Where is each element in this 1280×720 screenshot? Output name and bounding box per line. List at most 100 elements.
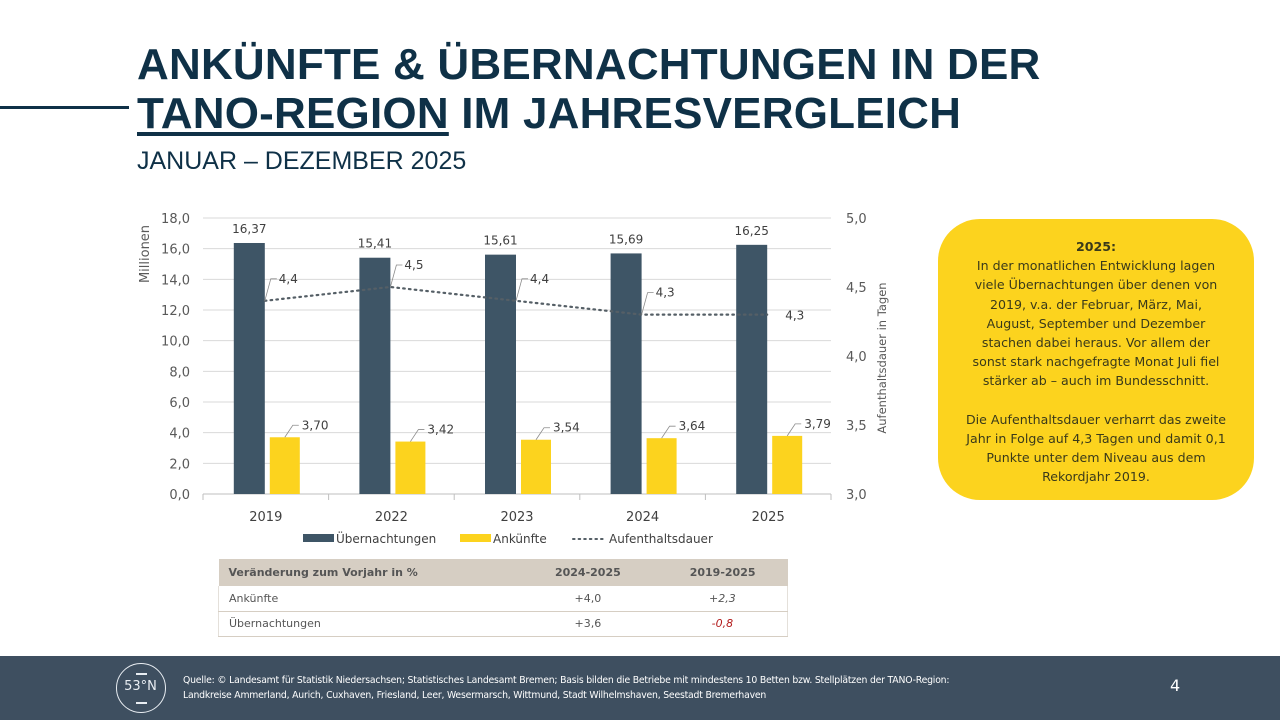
bar-uebernachtungen	[485, 254, 516, 494]
y-tick-label: 8,0	[169, 365, 190, 380]
source-line-2: Landkreise Ammerland, Aurich, Cuxhaven, …	[183, 690, 767, 701]
leader-line	[786, 423, 802, 437]
data-label-aufenthaltsdauer: 4,5	[404, 258, 423, 272]
logo-53n: 53°N	[116, 663, 166, 713]
page-title: ANKÜNFTE & ÜBERNACHTUNGEN IN DER TANO-RE…	[137, 40, 1041, 138]
callout-heading: 2025:	[1075, 239, 1117, 254]
y-tick-label: 18,0	[161, 212, 190, 227]
y-tick-label: 4,0	[169, 427, 190, 442]
combo-chart: 0,02,04,06,08,010,012,014,016,018,0 3,03…	[138, 212, 889, 546]
gridlines	[202, 217, 832, 500]
data-label-uebernachtungen: 15,61	[483, 234, 517, 248]
callout-line: Punkte unter dem Niveau aus dem	[986, 450, 1206, 466]
title-accent-line	[0, 106, 129, 109]
legend-label: Ankünfte	[493, 532, 547, 546]
table-header-row: Veränderung zum Vorjahr in % 2024-2025 2…	[218, 559, 788, 586]
data-label-aufenthaltsdauer: 4,3	[656, 286, 675, 300]
logo-text: 53°N	[124, 679, 157, 694]
callout-line: stachen dabei heraus. Vor allem der	[981, 335, 1211, 351]
row-value: +2,3	[657, 586, 788, 612]
y2-tick-label: 4,5	[846, 281, 867, 296]
table-row: Übernachtungen +3,6 -0,8	[218, 611, 788, 637]
row-label: Ankünfte	[218, 586, 518, 612]
bar-ankuenfte	[395, 441, 426, 494]
page-number: 4	[1170, 676, 1181, 695]
legend-label: Aufenthaltsdauer	[609, 532, 713, 546]
callout-line: sonst stark nachgefragte Monat Juli fiel	[972, 354, 1220, 370]
leader-line	[535, 427, 550, 440]
leader-line	[515, 278, 528, 301]
legend-label: Übernachtungen	[336, 530, 436, 546]
bar-ankuenfte	[269, 437, 300, 494]
data-label-uebernachtungen: 16,25	[735, 224, 769, 238]
data-label-uebernachtungen: 15,69	[609, 232, 643, 246]
y2-tick-label: 3,0	[846, 488, 867, 503]
data-label-aufenthaltsdauer: 4,3	[785, 309, 804, 323]
bar-uebernachtungen	[736, 244, 768, 494]
bar-uebernachtungen	[359, 257, 391, 494]
bar-ankuenfte	[772, 435, 803, 494]
callout-line: 2019, v.a. der Februar, März, Mai,	[989, 296, 1202, 312]
y-tick-label: 2,0	[169, 457, 190, 472]
data-label-uebernachtungen: 16,37	[232, 222, 266, 236]
callout-line: Jahr in Folge auf 4,3 Tagen und damit 0,…	[966, 430, 1226, 446]
footer-bar: 53°N Quelle: © Landesamt für Statistik N…	[0, 656, 1280, 720]
bar-uebernachtungen	[233, 242, 265, 494]
title-line-1: ANKÜNFTE & ÜBERNACHTUNGEN IN DER	[137, 40, 1041, 89]
y2-tick-label: 5,0	[846, 212, 867, 227]
leader-line	[410, 429, 425, 442]
callout-paragraph-1: In der monatlichen Entwicklung lagen viel…	[938, 256, 1254, 390]
y-axis-right-ticks: 3,0 3,5 4,0 4,5 5,0	[846, 212, 867, 503]
row-value: +3,6	[518, 611, 658, 637]
table-header: 2019-2025	[657, 559, 788, 586]
leader-line	[661, 425, 676, 439]
row-value: +4,0	[518, 586, 658, 612]
legend-swatch-ankuenfte	[460, 534, 491, 542]
data-labels: 16,37 3,70 15,41 3,42 15,61 3,54 15,69 3,64 16,2…	[232, 222, 831, 442]
data-label-uebernachtungen: 15,41	[358, 237, 392, 251]
y-tick-label: 10,0	[161, 335, 190, 350]
y2-tick-label: 4,0	[846, 350, 867, 365]
y-tick-label: 0,0	[169, 488, 190, 503]
title-region-underlined: TANO-REGION	[137, 89, 449, 138]
chart-legend: Übernachtungen Ankünfte Aufenthaltsdauer	[303, 530, 713, 546]
leader-line	[390, 264, 403, 288]
callout-line: viele Übernachtungen über denen von	[974, 277, 1218, 293]
callout-line: Die Aufenthaltsdauer verharrt das zweite	[965, 411, 1227, 427]
leader-line	[284, 424, 299, 438]
x-tick-label: 2024	[626, 510, 659, 525]
x-tick-label: 2025	[752, 510, 785, 525]
x-tick-label: 2019	[249, 510, 282, 525]
y-tick-label: 6,0	[169, 396, 190, 411]
bar-uebernachtungen	[610, 253, 642, 494]
y-tick-label: 12,0	[161, 304, 190, 319]
bar-ankuenfte	[646, 438, 677, 494]
x-tick-label: 2023	[500, 510, 533, 525]
y-tick-label: 16,0	[161, 243, 190, 258]
x-axis-ticks: 2019 2022 2023 2024 2025	[249, 510, 784, 525]
callout-line: In der monatlichen Entwicklung lagen	[976, 258, 1216, 274]
data-label-ankuenfte: 3,54	[553, 421, 580, 435]
y-axis-left-ticks: 0,0 2,0 4,0 6,0 8,0 10,0 12,0 14,0 16,0 18,0	[161, 212, 190, 503]
change-table: Veränderung zum Vorjahr in % 2024-2025 2…	[218, 559, 788, 637]
y2-tick-label: 3,5	[846, 419, 867, 434]
data-label-aufenthaltsdauer: 4,4	[279, 272, 298, 286]
leader-line	[264, 278, 277, 301]
page-subtitle: JANUAR – DEZEMBER 2025	[137, 147, 467, 175]
legend-swatch-uebernachtungen	[303, 534, 334, 542]
row-label: Übernachtungen	[218, 611, 518, 637]
y-axis-left-label: Millionen	[138, 225, 153, 283]
table-header: Veränderung zum Vorjahr in %	[218, 559, 518, 586]
callout-line: stärker ab – auch im Bundesschnitt.	[982, 373, 1210, 389]
leader-line	[641, 292, 654, 315]
data-label-ankuenfte: 3,79	[804, 417, 831, 431]
table-header: 2024-2025	[518, 559, 658, 586]
bars	[233, 242, 803, 494]
data-label-ankuenfte: 3,42	[427, 423, 454, 437]
data-label-aufenthaltsdauer: 4,4	[530, 272, 549, 286]
summary-callout: 2025: In der monatlichen Entwicklung lag…	[938, 219, 1254, 500]
source-line-1: Quelle: © Landesamt für Statistik Nieder…	[183, 675, 950, 686]
bar-ankuenfte	[521, 439, 551, 494]
data-label-ankuenfte: 3,70	[302, 418, 329, 432]
x-tick-label: 2022	[375, 510, 408, 525]
